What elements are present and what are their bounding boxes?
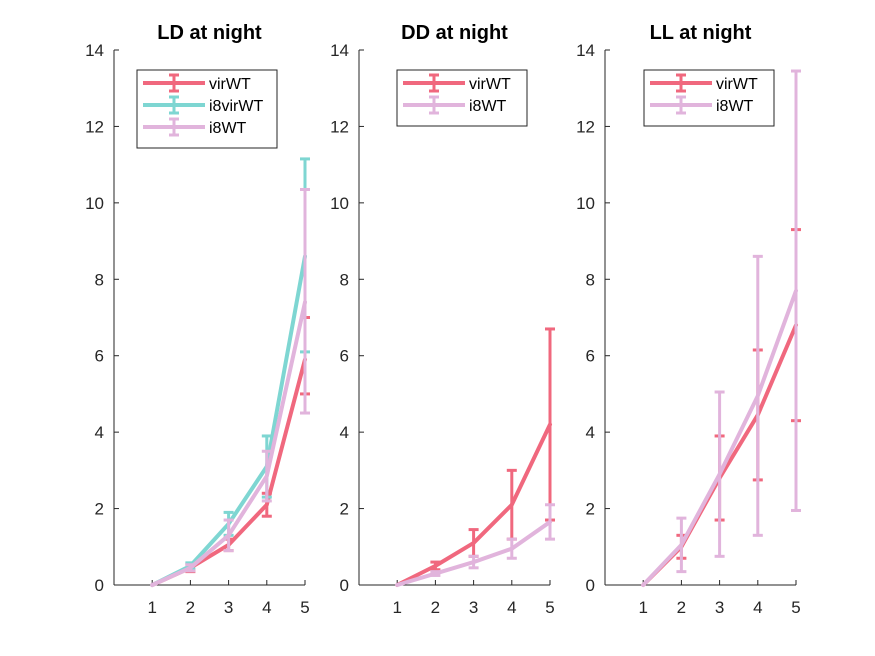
y-tick-label: 12 — [576, 117, 595, 136]
x-tick-label: 2 — [431, 598, 440, 617]
x-tick-label: 1 — [638, 598, 647, 617]
legend-label: virWT — [209, 76, 251, 93]
legend-label: i8WT — [209, 120, 247, 137]
error-bar — [430, 560, 441, 572]
error-bar — [300, 187, 310, 415]
legend-item: i8virWT — [143, 95, 263, 115]
y-tick-label: 14 — [576, 41, 595, 60]
error-bar — [791, 69, 801, 512]
chart-title: LL at night — [650, 22, 752, 44]
legend-item: virWT — [650, 73, 758, 93]
error-bar — [261, 449, 272, 503]
x-tick-label: 3 — [715, 598, 724, 617]
x-tick-label: 4 — [753, 598, 762, 617]
y-tick-label: 4 — [340, 423, 349, 442]
y-tick-label: 8 — [586, 270, 595, 289]
x-tick-label: 2 — [186, 598, 195, 617]
error-bar — [185, 563, 196, 573]
y-tick-label: 4 — [586, 423, 595, 442]
y-tick-label: 12 — [85, 117, 104, 136]
error-bar — [676, 516, 687, 574]
y-tick-label: 2 — [95, 500, 104, 519]
error-bar — [430, 570, 441, 577]
x-tick-label: 4 — [262, 598, 271, 617]
x-tick-label: 5 — [791, 598, 800, 617]
legend: virWT i8WT — [396, 69, 528, 127]
error-bar — [545, 327, 555, 522]
y-tick-label: 12 — [330, 117, 349, 136]
error-bar — [468, 554, 479, 570]
legend-item: i8WT — [650, 95, 754, 115]
x-tick-label: 3 — [224, 598, 233, 617]
y-tick-label: 0 — [95, 576, 104, 595]
y-tick-label: 0 — [586, 576, 595, 595]
legend-item: i8WT — [403, 95, 507, 115]
y-tick-label: 8 — [95, 270, 104, 289]
legend-label: i8virWT — [209, 98, 263, 115]
legend-item: virWT — [403, 73, 511, 93]
y-tick-label: 0 — [340, 576, 349, 595]
y-tick-label: 10 — [330, 194, 349, 213]
y-tick-label: 14 — [85, 41, 104, 60]
y-tick-label: 2 — [586, 500, 595, 519]
legend-item: virWT — [143, 73, 251, 93]
y-tick-label: 6 — [586, 347, 595, 366]
error-bar — [752, 254, 763, 537]
legend-label: i8WT — [716, 98, 754, 115]
x-tick-label: 1 — [147, 598, 156, 617]
error-bar — [223, 518, 234, 553]
legend-label: virWT — [469, 76, 511, 93]
y-tick-label: 2 — [340, 500, 349, 519]
y-tick-label: 10 — [85, 194, 104, 213]
x-tick-label: 5 — [545, 598, 554, 617]
x-tick-label: 3 — [469, 598, 478, 617]
y-tick-label: 8 — [340, 270, 349, 289]
x-tick-label: 5 — [300, 598, 309, 617]
y-tick-label: 4 — [95, 423, 104, 442]
x-tick-label: 2 — [677, 598, 686, 617]
x-tick-label: 1 — [392, 598, 401, 617]
error-bar — [506, 537, 517, 560]
x-tick-label: 4 — [507, 598, 516, 617]
legend-label: i8WT — [469, 98, 507, 115]
legend-label: virWT — [716, 76, 758, 93]
legend-box — [643, 69, 775, 127]
y-tick-label: 10 — [576, 194, 595, 213]
legend-box — [396, 69, 528, 127]
chart-title: DD at night — [401, 22, 508, 44]
y-tick-label: 6 — [95, 347, 104, 366]
y-tick-label: 14 — [330, 41, 349, 60]
error-bar — [545, 503, 555, 541]
error-bar — [714, 390, 725, 558]
chart-title: LD at night — [157, 22, 262, 44]
error-bar — [506, 468, 517, 541]
legend-item: i8WT — [143, 117, 247, 137]
legend: virWT i8WT — [643, 69, 775, 127]
y-tick-label: 6 — [340, 347, 349, 366]
legend: virWT i8virWT i8WT — [136, 69, 278, 149]
